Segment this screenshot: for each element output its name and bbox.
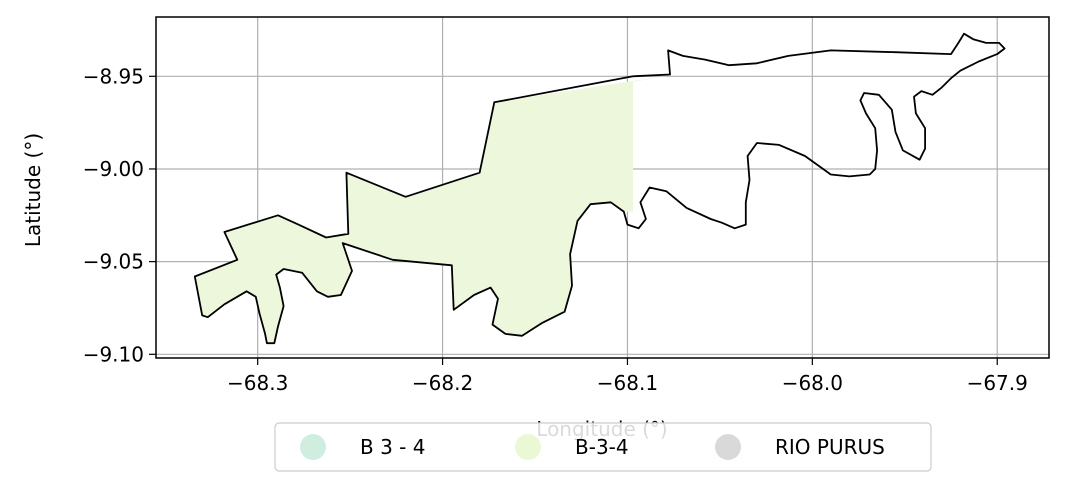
x-tick-label-0: −68.3: [227, 371, 288, 395]
municipal-boundary: [193, 32, 1006, 345]
y-tick-label-3: −9.10: [83, 342, 144, 366]
x-tick-label-4: −67.9: [967, 371, 1028, 395]
boundary-lines: [193, 32, 1006, 345]
legend-label-1: B-3-4: [575, 435, 629, 459]
legend-swatch-1: [515, 434, 541, 460]
zone-fill-0: [194, 74, 676, 344]
zone-fills: [194, 74, 676, 344]
x-tick-label-1: −68.2: [412, 371, 473, 395]
legend-swatch-2: [715, 434, 741, 460]
y-tick-label-2: −9.05: [83, 250, 144, 274]
y-axis-title: Latitude (°): [21, 133, 45, 247]
legend-label-0: B 3 - 4: [360, 435, 425, 459]
x-axis-ticks: −68.3 −68.2 −68.1 −68.0 −67.9: [227, 358, 1028, 395]
y-tick-label-1: −9.00: [83, 157, 144, 181]
y-axis-ticks: −8.95 −9.00 −9.05 −9.10: [83, 64, 156, 366]
plot-frame: [155, 16, 1050, 359]
legend-frame: [274, 422, 932, 472]
legend: B 3 - 4 B-3-4 RIO PURUS: [274, 422, 932, 472]
legend-swatch-0: [300, 434, 326, 460]
x-tick-label-2: −68.1: [597, 371, 658, 395]
y-tick-label-0: −8.95: [83, 64, 144, 88]
legend-label-2: RIO PURUS: [775, 435, 885, 459]
x-tick-label-3: −68.0: [782, 371, 843, 395]
legend-entries: B 3 - 4 B-3-4 RIO PURUS: [300, 434, 885, 460]
